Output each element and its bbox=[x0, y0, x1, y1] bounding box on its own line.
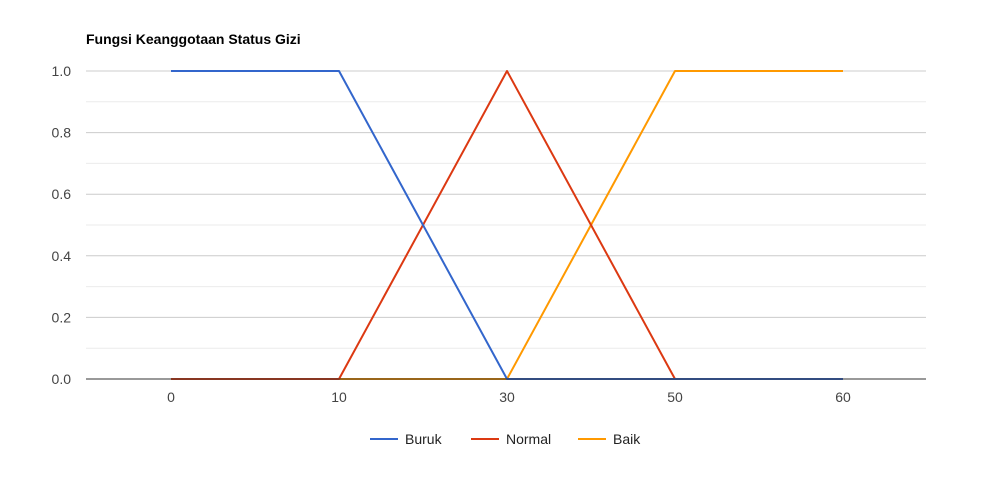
legend-item-buruk[interactable]: Buruk bbox=[370, 431, 443, 447]
y-axis-ticks: 0.0 0.2 0.4 0.6 0.8 1.0 bbox=[52, 63, 72, 387]
x-tick-label: 10 bbox=[331, 389, 347, 405]
y-tick-label: 0.4 bbox=[52, 248, 72, 264]
legend-item-normal[interactable]: Normal bbox=[471, 431, 551, 447]
y-tick-label: 0.0 bbox=[52, 371, 72, 387]
legend-label: Baik bbox=[613, 431, 641, 447]
y-tick-label: 0.8 bbox=[52, 125, 72, 141]
x-tick-label: 0 bbox=[167, 389, 175, 405]
legend-item-baik[interactable]: Baik bbox=[578, 431, 641, 447]
y-tick-label: 1.0 bbox=[52, 63, 72, 79]
x-tick-label: 50 bbox=[667, 389, 683, 405]
legend: Buruk Normal Baik bbox=[370, 431, 641, 447]
chart-title: Fungsi Keanggotaan Status Gizi bbox=[86, 31, 301, 47]
grid bbox=[86, 70, 926, 349]
legend-label: Buruk bbox=[405, 431, 443, 447]
x-axis-ticks: 0 10 30 50 60 bbox=[167, 389, 851, 405]
legend-label: Normal bbox=[506, 431, 551, 447]
y-tick-label: 0.2 bbox=[52, 309, 72, 325]
x-tick-label: 30 bbox=[499, 389, 515, 405]
y-tick-label: 0.6 bbox=[52, 186, 72, 202]
x-tick-label: 60 bbox=[835, 389, 851, 405]
